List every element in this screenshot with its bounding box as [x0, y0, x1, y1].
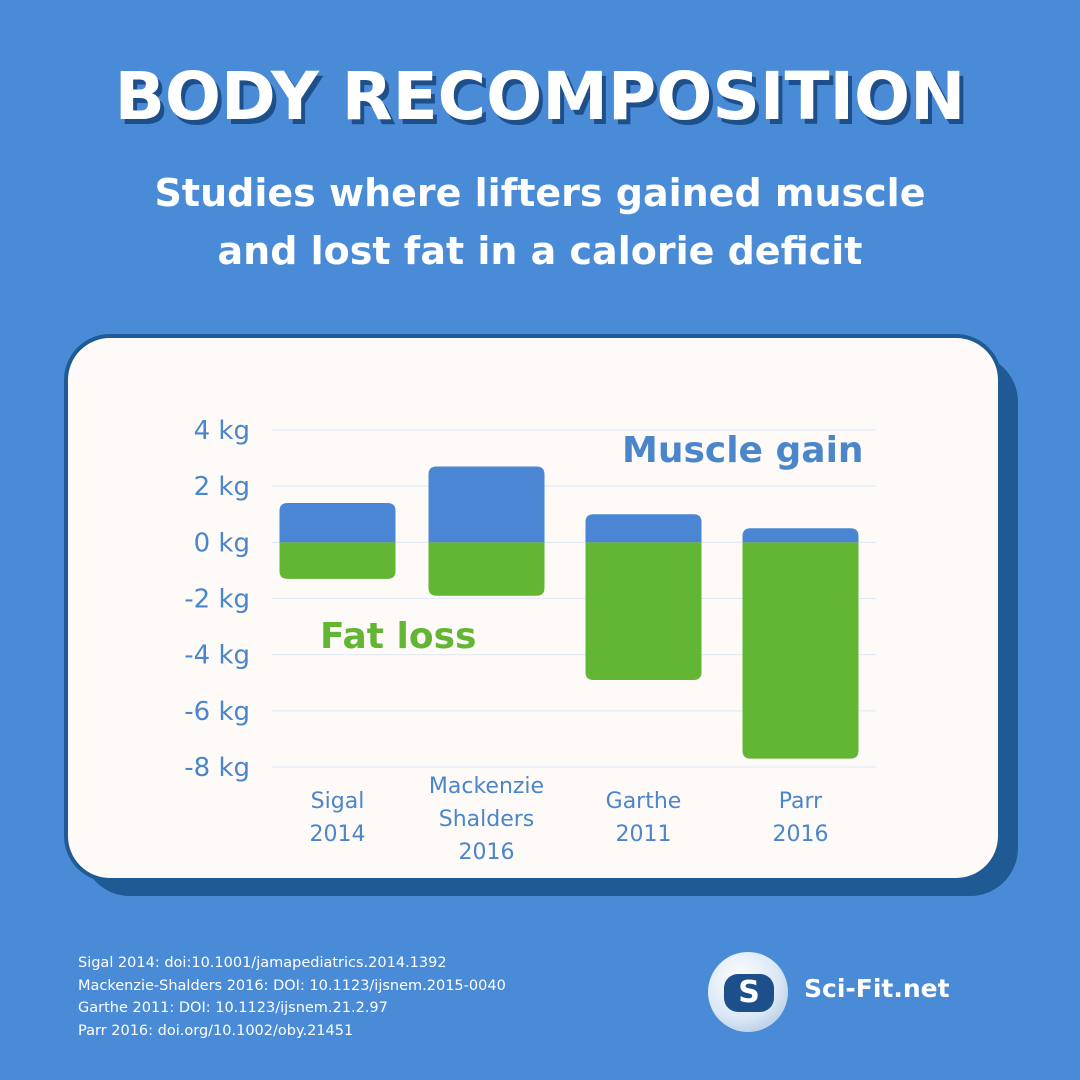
subtitle-line-1: Studies where lifters gained muscle: [154, 171, 926, 215]
reference-item: Sigal 2014: doi:10.1001/jamapediatrics.2…: [78, 955, 447, 971]
x-axis-label: 2016: [459, 840, 515, 865]
fat-loss-bar: [742, 542, 859, 759]
y-axis-ticks: 4 kg 2 kg 0 kg -2 kg -4 kg -6 kg -8 kg: [184, 416, 250, 783]
subtitle-line-2: and lost fat in a calorie deficit: [217, 229, 863, 273]
y-tick-label: -8 kg: [184, 753, 250, 783]
x-axis-label: Mackenzie: [429, 774, 544, 799]
y-tick-label: -4 kg: [184, 641, 250, 671]
y-tick-label: -2 kg: [184, 585, 250, 615]
fat-loss-annotation: Fat loss: [320, 616, 476, 657]
x-axis-labels: Sigal 2014 Mackenzie Shalders 2016 Garthe 2011…: [310, 774, 829, 865]
y-tick-label: 2 kg: [194, 472, 250, 502]
y-tick-label: 0 kg: [194, 528, 250, 558]
x-axis-label: Shalders: [439, 807, 535, 832]
fat-loss-bar: [279, 542, 396, 579]
x-axis-label: 2011: [616, 822, 672, 847]
muscle-gain-bar: [428, 466, 545, 543]
brand-name: Sci-Fit.net: [804, 974, 950, 1003]
x-axis-label: Garthe: [606, 789, 682, 814]
page-title: BODY RECOMPOSITION: [114, 58, 966, 135]
fat-loss-bar: [428, 542, 545, 596]
logo-letter: S: [724, 974, 774, 1012]
muscle-gain-bar: [279, 503, 396, 543]
muscle-gain-bar: [585, 514, 702, 543]
fat-loss-bar: [585, 542, 702, 680]
y-tick-label: -6 kg: [184, 697, 250, 727]
sci-fit-logo-icon: S: [708, 952, 788, 1032]
page-subtitle: Studies where lifters gained muscle and …: [90, 164, 990, 280]
muscle-gain-bar: [742, 528, 859, 543]
x-axis-label: Sigal: [311, 789, 365, 814]
bars: [279, 466, 859, 759]
references: Sigal 2014: doi:10.1001/jamapediatrics.2…: [78, 952, 638, 1042]
x-axis-label: 2016: [773, 822, 829, 847]
y-tick-label: 4 kg: [194, 416, 250, 446]
reference-item: Mackenzie-Shalders 2016: DOI: 10.1123/ij…: [78, 977, 506, 994]
reference-item: Garthe 2011: DOI: 10.1123/ijsnem.21.2.97: [78, 1000, 388, 1016]
reference-item: Parr 2016: doi.org/10.1002/oby.21451: [78, 1022, 354, 1039]
brand: S Sci-Fit.net: [708, 952, 1008, 1036]
x-axis-label: 2014: [310, 822, 366, 847]
x-axis-label: Parr: [779, 789, 823, 814]
muscle-gain-annotation: Muscle gain: [622, 430, 864, 471]
